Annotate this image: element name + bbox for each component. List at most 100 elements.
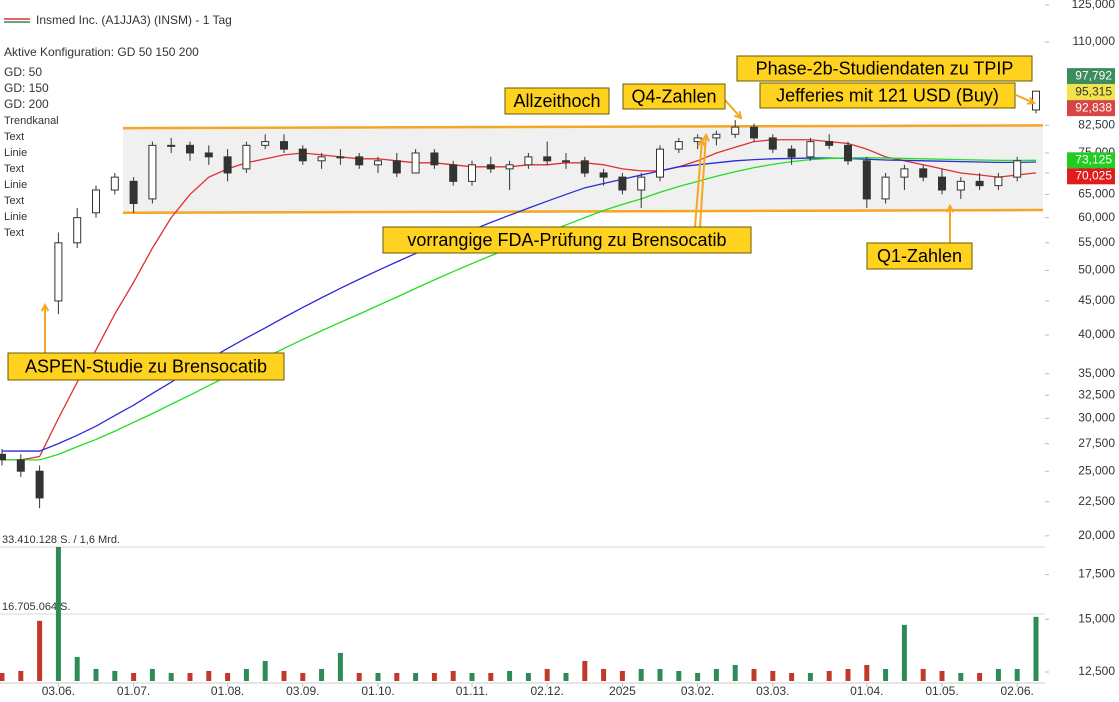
volume-bar [695,672,701,681]
annotation-text: vorrangige FDA-Prüfung zu Brensocatib [407,230,726,250]
annotation-arrowhead [945,203,955,213]
volume-bar [601,668,607,681]
legend-entry: Text [4,195,24,207]
volume-bar [93,668,99,681]
price-tag [1067,68,1115,85]
candle-body [486,164,495,170]
annotation-box [622,83,726,110]
volume-bar [243,668,249,681]
volume-bar [450,670,456,681]
y-tick-label: 45,000 [1078,293,1115,307]
volume-bar [939,670,945,681]
chart-title: Insmed Inc. (A1JJA3) (INSM) - 1 Tag [36,13,232,27]
annotation-arrow [699,134,707,228]
legend-entry: Linie [4,147,27,159]
volume-bar [37,620,43,681]
legend-entry: GD: 150 [4,81,49,95]
volume-bar [845,668,851,681]
volume-bar [563,672,569,681]
price-tag [1067,100,1115,117]
candle-body [1032,90,1040,111]
annotation-box [382,226,752,254]
y-tick-label: 22,500 [1078,494,1115,508]
legend-entry: Trendkanal [4,115,59,127]
x-tick-label: 2025 [609,684,636,698]
candle-body [580,160,589,174]
candle-body [731,126,740,135]
annotation-box [759,82,1016,109]
annotation-arrow [694,139,703,228]
annotation-arrowhead [40,302,50,312]
volume-tick-label: 33.410.128 S. / 1,6 Mrd. [2,534,120,546]
annotation-box [504,87,610,115]
candle-body [54,242,63,302]
volume-bar [18,670,24,681]
candle-body [994,176,1003,187]
price-tag-label: 95,315 [1075,84,1112,98]
y-tick-label: 25,000 [1078,463,1115,477]
candle-body [92,189,100,214]
volume-bar [544,668,550,681]
volume-bar [0,672,5,681]
volume-bar [732,664,738,681]
volume-bar [187,672,193,681]
price-tag-label: 92,838 [1075,100,1112,114]
candle-body [844,144,852,162]
x-tick-label: 03.02. [681,684,714,698]
annotation-text: Phase-2b-Studiendaten zu TPIP [756,58,1014,78]
volume-bar [582,660,588,681]
volume-bar [525,672,531,681]
candle-body [562,160,570,163]
volume-bar [337,652,343,681]
volume-bar [431,672,437,681]
x-tick-label: 01.07. [117,684,150,698]
volume-bar [356,672,362,681]
annotation-text: ASPEN-Studie zu Brensocatib [25,356,267,376]
candle-body [110,176,119,191]
annotation-box [736,55,1033,82]
y-tick-label: 35,000 [1078,366,1115,380]
price-tag [1067,152,1115,169]
volume-bar [149,668,155,681]
annotation-text: Allzeithoch [513,91,600,111]
y-tick-label: 32,500 [1078,387,1115,401]
legend-entry: Text [4,227,24,239]
price-tag-label: 97,792 [1075,68,1112,82]
y-tick-label: 82,500 [1078,118,1115,132]
price-tag-label: 70,025 [1075,168,1112,182]
x-tick-label: 02.12. [531,684,564,698]
candle-body [543,156,552,162]
volume-bar [281,670,287,681]
annotation-text: Jefferies mit 121 USD (Buy) [776,85,999,105]
candle-body [787,148,796,158]
legend-entry: Text [4,131,24,143]
annotation-arrow [724,99,742,119]
candle-body [411,152,420,174]
candle-body [430,152,439,166]
volume-bar [638,668,644,681]
volume-bar [206,670,212,681]
volume-bar [676,670,682,681]
x-tick-label: 01.10. [361,684,394,698]
candle-body [129,180,138,204]
ma-line [2,139,1037,461]
price-tag [1067,84,1115,101]
volume-bar [319,668,325,681]
y-tick-label: 110,000 [1073,34,1116,48]
candle-body [524,156,533,166]
volume-bar [789,672,795,681]
trend-channel-line [122,124,1044,130]
candle-body [73,217,82,244]
candle-body [956,180,965,191]
candle-body [242,144,251,170]
volume-bar [958,672,964,681]
y-tick-label: 50,000 [1078,263,1115,277]
annotation-arrow [1015,94,1035,104]
annotation-text: Q4-Zahlen [631,86,716,106]
legend-entry: Linie [4,211,27,223]
candle-body [693,137,702,143]
volume-bar [901,624,907,681]
volume-bar [112,670,118,681]
